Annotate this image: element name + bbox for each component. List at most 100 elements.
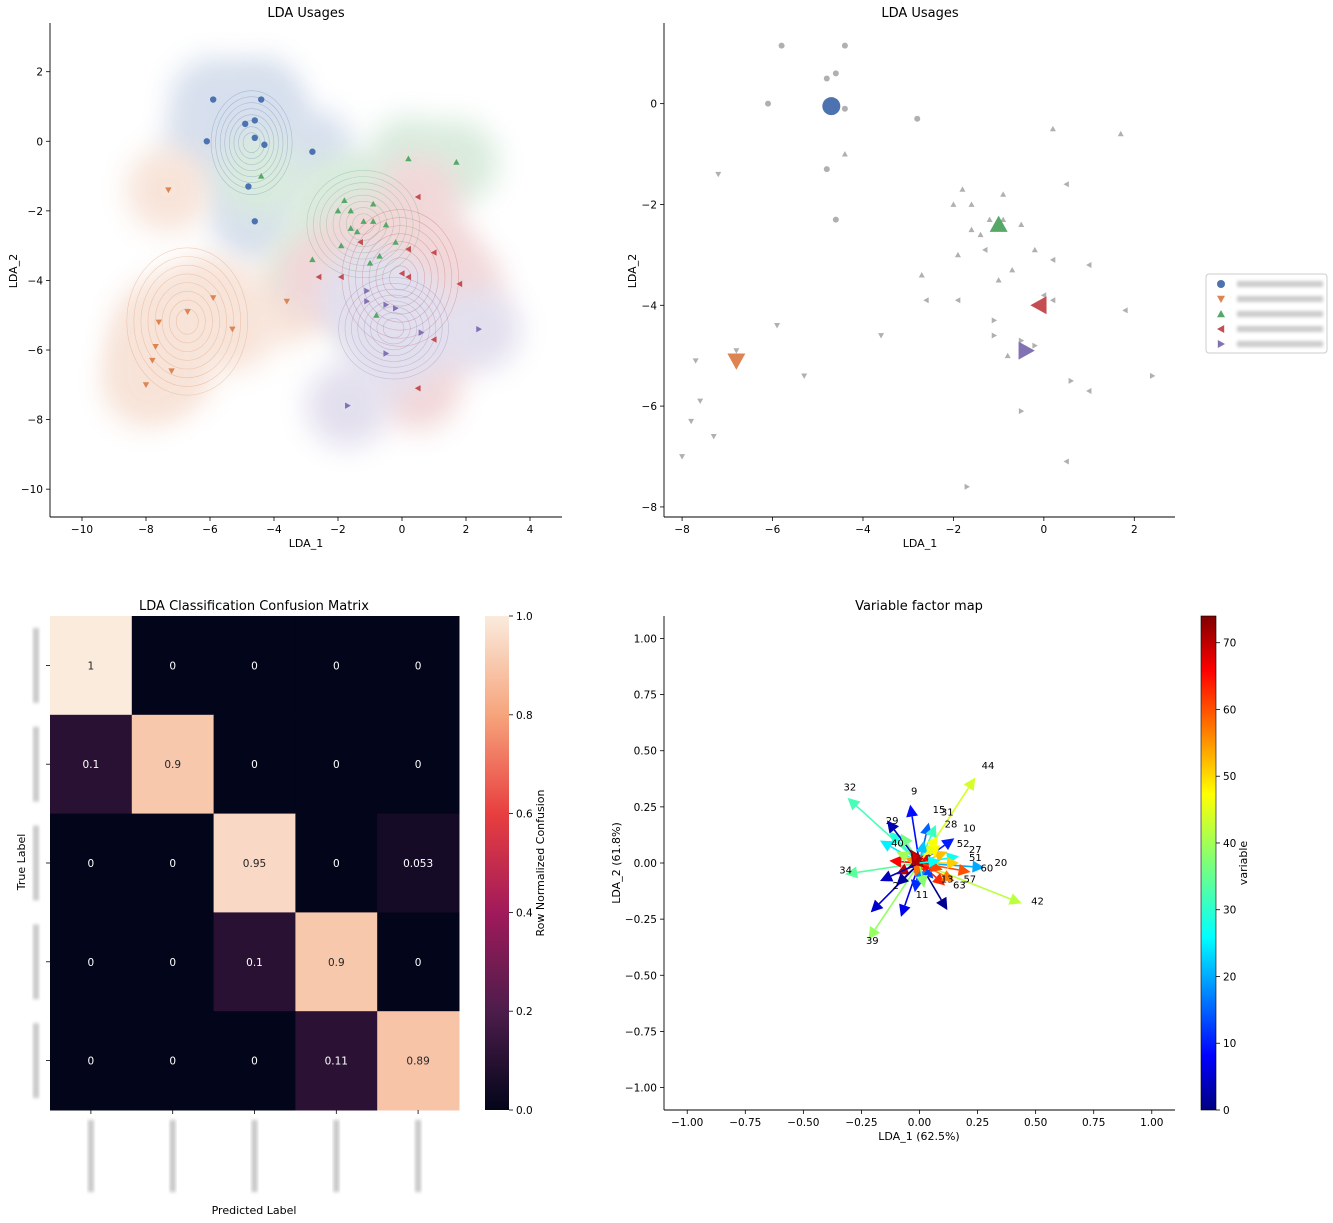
- heatmap-cell: [377, 813, 460, 913]
- cell-value: 0.89: [406, 1056, 429, 1068]
- y-tick-label: 0.75: [634, 690, 657, 702]
- centroid-plot-area: −8 −6 −4 −2 0 2 −8 −6 −4 −2 0: [642, 23, 1175, 536]
- x-tick-label: 0.50: [1024, 1117, 1047, 1129]
- vector-arrowhead: [957, 863, 971, 876]
- confusion-panel: LDA Classification Confusion Matrix 1 0 0 0…: [15, 599, 547, 1217]
- vector-label: 28: [945, 819, 958, 830]
- centroid-marker: [727, 353, 746, 370]
- heatmap-cell: [295, 813, 378, 913]
- colorbar-tick-label: 0.4: [516, 907, 533, 919]
- x-tick-label: −1.00: [671, 1117, 703, 1129]
- density-contour: [224, 108, 279, 177]
- vector-label: 31: [941, 807, 954, 818]
- y-tick-label: −0.50: [625, 970, 657, 982]
- vector-arrowhead: [896, 851, 910, 863]
- vector-arrowhead: [932, 873, 946, 886]
- y-tick-label: −8: [642, 502, 657, 514]
- x-tick-label: 0.25: [966, 1117, 989, 1129]
- sample-point: [765, 100, 772, 107]
- density-contour: [352, 213, 375, 235]
- data-point: [338, 242, 345, 249]
- vector-arrow: [856, 862, 920, 874]
- factor-ylabel: LDA_2 (61.8%): [610, 822, 623, 903]
- factor-xlabel: LDA_1 (62.5%): [878, 1130, 959, 1143]
- y-tick-label: −2: [642, 199, 657, 211]
- data-point: [414, 385, 421, 392]
- vector-label: 15: [933, 805, 946, 816]
- data-point: [392, 238, 399, 245]
- density-contour: [389, 265, 412, 291]
- legend-label-redacted: [1237, 296, 1323, 302]
- cell-value: 0: [333, 759, 340, 771]
- cell-value: 0: [169, 957, 176, 969]
- cell-value: 0: [251, 1056, 258, 1068]
- x-tick-label: −0.25: [845, 1117, 877, 1129]
- data-point: [229, 326, 236, 333]
- data-point: [414, 193, 421, 201]
- x-tick-label: 4: [527, 524, 534, 536]
- colorbar-tick-label: 50: [1223, 771, 1236, 783]
- data-point: [142, 382, 150, 389]
- vector-arrowhead: [847, 797, 861, 811]
- density-contour: [382, 318, 405, 339]
- y-tick-label: 0.25: [634, 802, 657, 814]
- sample-point: [1000, 191, 1007, 197]
- legend-marker: [1217, 280, 1225, 288]
- factor-colorbar: [1200, 615, 1217, 1111]
- x-tick-label: −6: [202, 524, 218, 536]
- vector-arrowhead: [926, 836, 939, 850]
- data-point: [345, 402, 351, 409]
- sample-point: [954, 251, 961, 258]
- vector-arrowhead: [934, 850, 948, 862]
- vector-label: 57: [963, 875, 976, 886]
- row-label-redacted: [33, 924, 39, 1000]
- sample-point: [995, 277, 1002, 283]
- colorbar-tick-label: 70: [1223, 638, 1236, 650]
- vector-arrowhead: [925, 824, 937, 839]
- centroid-ylabel: LDA_2: [626, 254, 639, 288]
- kde-title: LDA Usages: [267, 6, 345, 21]
- sample-point: [1004, 352, 1011, 359]
- density-contour: [242, 132, 261, 153]
- data-point: [405, 155, 412, 162]
- data-point: [354, 228, 361, 235]
- data-point: [418, 329, 425, 336]
- vector-label: 44: [982, 761, 995, 772]
- data-point: [373, 312, 380, 318]
- colorbar-tick-label: 0.8: [516, 710, 533, 722]
- vector-label: 27: [969, 845, 982, 856]
- vector-label: 40: [891, 838, 904, 849]
- x-tick-label: −4: [266, 524, 282, 536]
- sample-point: [774, 323, 781, 329]
- cell-value: 0: [415, 759, 422, 771]
- sample-point: [914, 115, 921, 122]
- sample-point: [715, 171, 722, 178]
- data-point: [347, 225, 354, 231]
- cell-value: 0: [88, 858, 95, 870]
- legend-marker: [1217, 325, 1225, 333]
- vector-arrowhead: [915, 840, 928, 854]
- data-point: [155, 319, 162, 326]
- y-tick-label: −4: [642, 300, 658, 312]
- vector-arrowhead: [896, 872, 910, 886]
- data-point: [203, 138, 210, 145]
- density-contour: [154, 282, 220, 361]
- vector-arrowhead: [911, 854, 925, 868]
- sample-point: [1032, 342, 1038, 349]
- density-contour: [368, 241, 432, 315]
- heatmap-cell: [295, 714, 378, 815]
- vector-arrowhead: [946, 857, 959, 869]
- data-point: [251, 117, 258, 124]
- data-point: [184, 309, 191, 315]
- heatmap-cell: [131, 616, 215, 716]
- heatmap-cell: [50, 714, 133, 815]
- data-point: [382, 221, 390, 228]
- sample-point: [1000, 216, 1007, 222]
- sample-point: [778, 42, 785, 49]
- density-contour: [161, 291, 213, 352]
- cell-value: 0.11: [325, 1056, 348, 1068]
- heatmap-cell: [377, 1011, 460, 1111]
- data-point: [283, 298, 290, 305]
- density-contour: [147, 273, 227, 370]
- cell-value: 0: [88, 1056, 95, 1068]
